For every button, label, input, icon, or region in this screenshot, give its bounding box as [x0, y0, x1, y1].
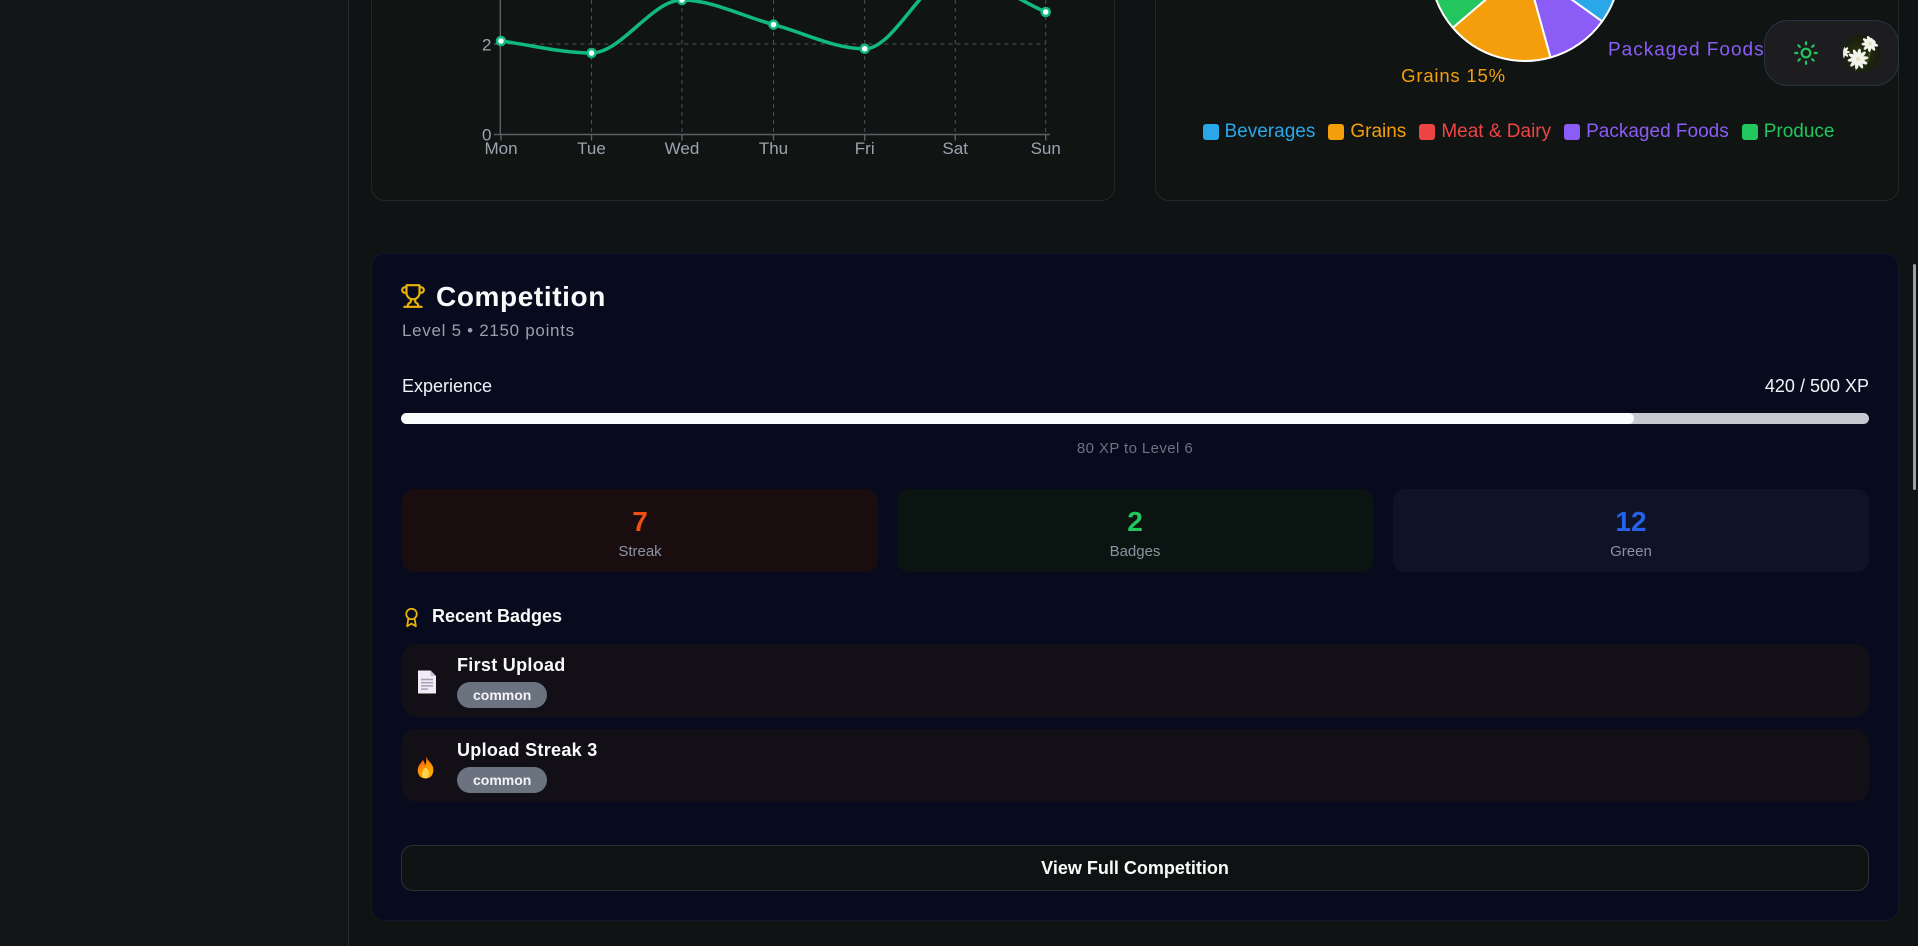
svg-text:Tue: Tue — [577, 139, 606, 158]
svg-text:0: 0 — [482, 126, 491, 145]
svg-text:Grains 15%: Grains 15% — [1401, 65, 1506, 86]
svg-text:Thu: Thu — [759, 139, 788, 158]
svg-text:Sat: Sat — [942, 139, 968, 158]
svg-text:Fri: Fri — [855, 139, 875, 158]
svg-text:2: 2 — [482, 36, 491, 55]
svg-text:Sun: Sun — [1031, 139, 1061, 158]
svg-text:Mon: Mon — [484, 139, 517, 158]
svg-text:Packaged Foods: Packaged Foods — [1608, 40, 1765, 61]
svg-text:Wed: Wed — [665, 139, 700, 158]
